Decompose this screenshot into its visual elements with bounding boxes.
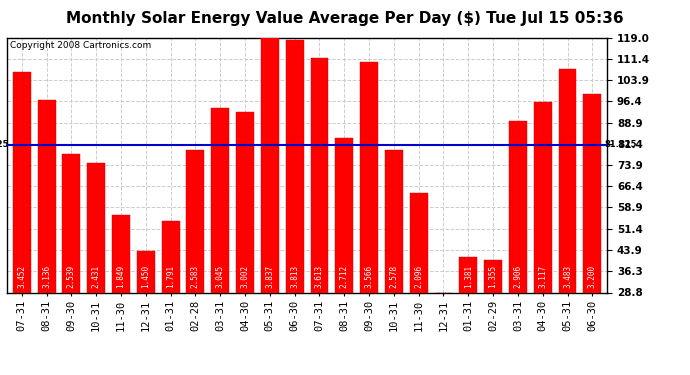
Text: 3.002: 3.002 [241, 265, 250, 288]
Bar [360, 62, 378, 292]
Text: 3.613: 3.613 [315, 265, 324, 288]
Text: 1.450: 1.450 [141, 265, 150, 288]
Text: 2.431: 2.431 [92, 265, 101, 288]
Bar [137, 251, 155, 292]
Text: 3.566: 3.566 [364, 265, 373, 288]
Text: 3.483: 3.483 [563, 265, 572, 288]
Text: 1.791: 1.791 [166, 265, 175, 288]
Text: 2.712: 2.712 [339, 265, 348, 288]
Bar [13, 72, 31, 292]
Bar [534, 102, 551, 292]
Text: Copyright 2008 Cartronics.com: Copyright 2008 Cartronics.com [10, 41, 151, 50]
Bar [112, 215, 130, 292]
Text: 3.117: 3.117 [538, 265, 547, 288]
Text: 1.849: 1.849 [117, 265, 126, 288]
Bar [286, 40, 304, 292]
Bar [261, 38, 279, 292]
Text: Monthly Solar Energy Value Average Per Day ($) Tue Jul 15 05:36: Monthly Solar Energy Value Average Per D… [66, 11, 624, 26]
Bar [410, 193, 428, 292]
Text: 81.125: 81.125 [604, 140, 638, 149]
Bar [63, 154, 80, 292]
Bar [186, 150, 204, 292]
Bar [211, 108, 229, 292]
Text: 3.136: 3.136 [42, 265, 51, 288]
Bar [87, 163, 105, 292]
Bar [236, 112, 254, 292]
Text: 0.987: 0.987 [439, 265, 448, 288]
Bar [310, 57, 328, 292]
Bar [385, 150, 403, 292]
Bar [509, 121, 527, 292]
Bar [335, 138, 353, 292]
Bar [161, 220, 179, 292]
Text: 2.578: 2.578 [389, 265, 398, 288]
Text: 2.906: 2.906 [513, 265, 522, 288]
Bar [583, 94, 601, 292]
Text: 3.837: 3.837 [266, 265, 275, 288]
Text: 1.355: 1.355 [489, 265, 497, 288]
Bar [460, 257, 477, 292]
Text: 3.452: 3.452 [17, 265, 26, 288]
Text: 2.583: 2.583 [191, 265, 200, 288]
Bar [484, 260, 502, 292]
Text: 2.539: 2.539 [67, 265, 76, 288]
Text: 3.200: 3.200 [588, 265, 597, 288]
Text: 3.045: 3.045 [216, 265, 225, 288]
Bar [38, 100, 55, 292]
Text: 2.096: 2.096 [414, 265, 423, 288]
Bar [559, 69, 576, 292]
Text: 3.813: 3.813 [290, 265, 299, 288]
Text: 1.381: 1.381 [464, 265, 473, 288]
Text: 81.125: 81.125 [0, 140, 10, 149]
